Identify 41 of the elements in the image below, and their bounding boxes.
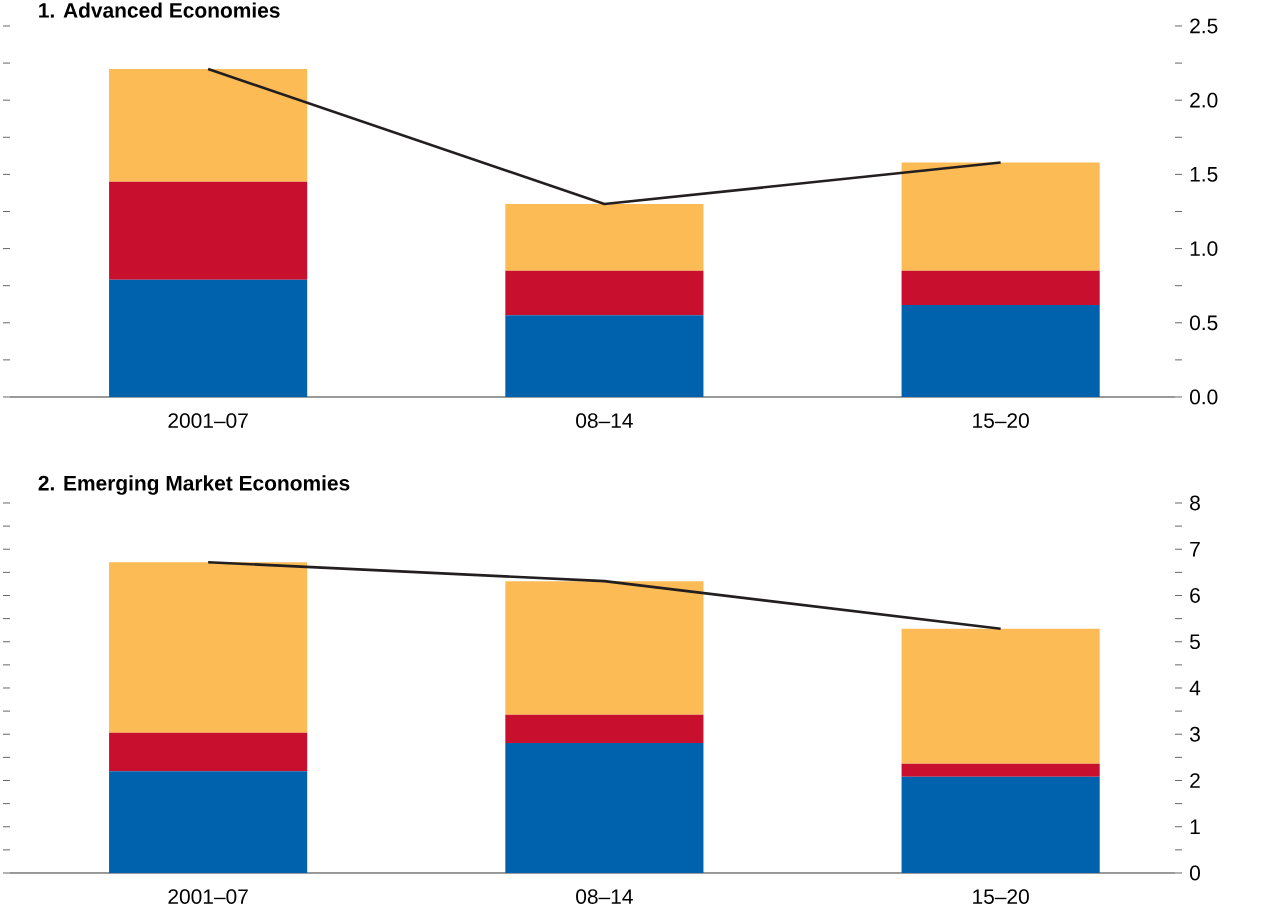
- bar: [505, 743, 704, 874]
- bar: [901, 763, 1100, 777]
- bar: [109, 771, 308, 874]
- y-tick-label: 7: [1190, 542, 1200, 557]
- bar: [901, 270, 1100, 305]
- x-tick-label: 08–14: [576, 413, 633, 428]
- bar: [505, 714, 704, 744]
- y-tick-label: 1: [1190, 819, 1200, 834]
- y-tick-label: 0.5: [1189, 315, 1218, 331]
- chart-title: 2. Emerging Market Economies: [38, 475, 350, 495]
- y-tick-label: 0.0: [1189, 389, 1218, 405]
- bar: [109, 562, 308, 733]
- x-tick-label: 15–20: [973, 413, 1029, 428]
- y-tick-label: 4: [1189, 680, 1201, 696]
- x-tick-label: 2001–07: [168, 889, 248, 904]
- y-tick-label: 0: [1189, 865, 1200, 881]
- y-tick-label: 3: [1189, 726, 1200, 742]
- bar: [901, 628, 1100, 764]
- bar: [109, 181, 308, 280]
- y-tick-label: 1.5: [1190, 167, 1218, 182]
- x-tick-label: 15–20: [973, 889, 1029, 904]
- x-tick-label: 2001–07: [168, 413, 248, 428]
- bar: [901, 304, 1100, 397]
- bar: [505, 204, 704, 271]
- y-tick-label: 5: [1190, 634, 1200, 650]
- bar: [505, 270, 704, 316]
- bar: [901, 776, 1100, 874]
- chart-title: 1. Advanced Economies: [39, 2, 280, 18]
- bar: [109, 279, 308, 397]
- y-tick-label: 2: [1190, 773, 1200, 788]
- x-tick-label: 08–14: [576, 889, 633, 904]
- y-tick-label: 8: [1190, 495, 1200, 511]
- bar: [109, 69, 308, 182]
- bar: [109, 732, 308, 772]
- y-tick-label: 2.0: [1190, 92, 1218, 108]
- y-tick-label: 2.5: [1190, 18, 1218, 34]
- bar: [505, 315, 704, 397]
- bar: [901, 162, 1100, 271]
- y-tick-label: 1.0: [1190, 241, 1218, 256]
- bar: [505, 581, 704, 715]
- y-tick-label: 6: [1190, 588, 1200, 603]
